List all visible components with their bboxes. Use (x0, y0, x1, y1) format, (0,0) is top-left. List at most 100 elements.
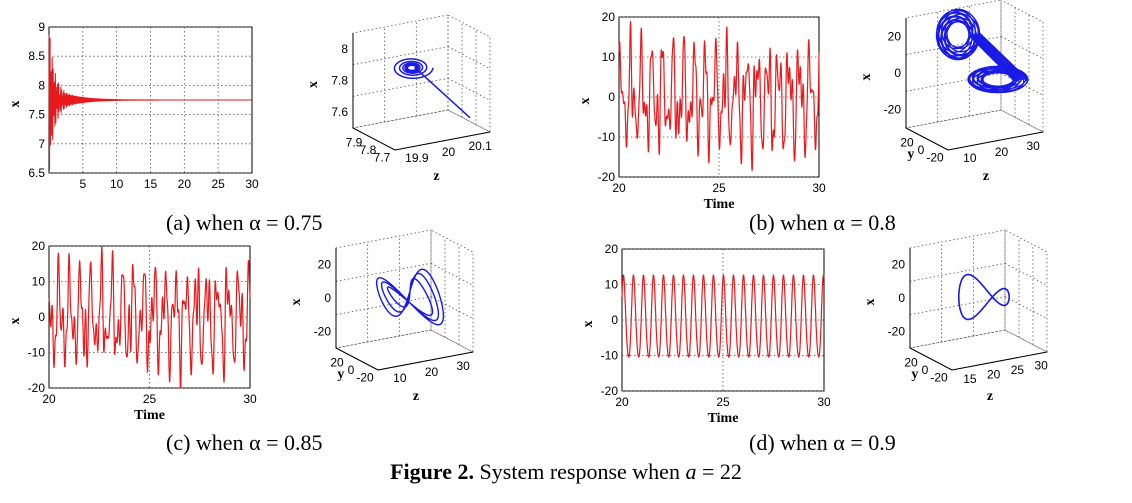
c-phase-vtick-label: -20 (314, 324, 332, 338)
c-phase-ltick-label: 20 (330, 356, 344, 370)
caption-c: (c) when α = 0.85 (166, 430, 323, 455)
c-phase-rtick-label: 20 (425, 365, 439, 379)
c-time-xtick-label: 30 (243, 392, 257, 406)
figure-param-value: = 22 (701, 459, 742, 484)
d-time-ytick-label: -20 (601, 384, 619, 398)
d-phase-zaxis-label: x (863, 299, 878, 306)
d-time-series-line (621, 274, 825, 358)
a-phase-grid (352, 46, 449, 66)
d-time-ytick-label: 10 (605, 278, 619, 292)
c-time-xtick-label: 25 (143, 392, 157, 406)
a-phase-rtick-label: 20.1 (468, 139, 492, 153)
b-phase-ltick-label: -20 (926, 150, 944, 164)
b-time-xtick-label: 20 (612, 181, 626, 195)
b-time-xlabel: Time (704, 197, 735, 212)
b-phase-right-axis-label: z (983, 169, 989, 184)
d-phase-vtick-label: -20 (888, 324, 906, 338)
a-time-ytick-label: 7.5 (28, 108, 45, 122)
d-phase-floor (908, 329, 1049, 371)
d-time-xtick-label: 25 (716, 395, 730, 409)
d-phase-right-axis-label: z (987, 389, 993, 404)
d-time-xtick-label: 30 (817, 395, 831, 409)
b-phase-xaxis (947, 131, 1044, 151)
d-phase-ltick-label: -20 (930, 370, 948, 384)
caption-b: (b) when α = 0.8 (749, 210, 896, 235)
d-phase-xaxis (951, 351, 1048, 371)
d-phase-rtick-label: 20 (987, 367, 1001, 381)
a-phase-right-axis-label: z (433, 169, 439, 184)
a-time-ylabel: x (8, 101, 23, 108)
c-time-ytick-label: 0 (38, 310, 45, 324)
b-time-ytick-label: -20 (598, 170, 616, 184)
b-phase-yaxis (905, 127, 949, 151)
a-time-ytick-label: 8 (38, 78, 45, 92)
a-phase-yaxis (352, 127, 396, 151)
b-phase-grid (1000, 36, 1044, 60)
c-phase-trajectory (375, 268, 445, 326)
d-time-ylabel: x (581, 321, 596, 328)
d-phase-grid (1004, 296, 1048, 320)
figure-caption: Figure 2. System response when a = 22 (0, 459, 1132, 485)
d-time-ytick-label: -10 (601, 349, 619, 363)
c-phase-zaxis-label: x (289, 299, 304, 306)
b-phase-left-axis-label: y (907, 147, 914, 162)
d-phase-back-wall (909, 229, 1006, 349)
a-phase-vtick-label: 7.6 (331, 105, 348, 119)
b-time-ytick-label: -10 (598, 130, 616, 144)
b-phase-rtick-label: 30 (1026, 139, 1040, 153)
c-phase-ltick-label: -20 (356, 370, 374, 384)
c-phase-ltick-label: 0 (348, 363, 355, 377)
d-phase-ltick-label: 0 (922, 363, 929, 377)
c-phase-floor (334, 329, 475, 371)
d-time-xlabel: Time (708, 411, 739, 426)
a-time-xtick-label: 5 (79, 177, 86, 191)
c-phase-grid (335, 262, 432, 282)
b-time-ytick-label: 0 (608, 90, 615, 104)
caption-d: (d) when α = 0.9 (749, 430, 896, 455)
a-phase-ltick-label: 7.8 (360, 143, 377, 157)
c-phase-back-wall (335, 229, 432, 349)
b-phase-ltick-label: 0 (918, 143, 925, 157)
a-phase-trajectory (393, 58, 471, 119)
d-phase-vtick-label: 0 (898, 291, 905, 305)
c-phase-rtick-label: 10 (393, 371, 407, 385)
a-phase-xaxis (394, 131, 491, 151)
a-phase-vtick-label: 7.8 (331, 74, 348, 88)
a-phase-rtick-label: 19.9 (405, 151, 429, 165)
c-time-ylabel: x (8, 318, 23, 325)
b-time-ytick-label: 10 (602, 50, 616, 64)
a-phase-vtick-label: 8 (341, 42, 348, 56)
b-phase-floor (904, 109, 1045, 151)
figure-label: Figure 2. (390, 459, 475, 484)
a-time-xtick-label: 20 (178, 177, 192, 191)
d-phase-vtick-label: 20 (892, 258, 906, 272)
d-time-ytick-label: 20 (605, 242, 619, 256)
b-phase-rtick-label: 10 (963, 151, 977, 165)
d-phase-rtick-label: 25 (1011, 363, 1025, 377)
b-phase-ltick-label: 20 (900, 136, 914, 150)
b-phase-vtick-label: 20 (888, 29, 902, 43)
c-phase-xaxis (377, 351, 474, 371)
a-phase-rtick-label: 20 (442, 145, 456, 159)
b-phase-vtick-label: 0 (894, 66, 901, 80)
b-time-xtick-label: 25 (712, 181, 726, 195)
a-time-xtick-label: 10 (110, 177, 124, 191)
c-time-ytick-label: -10 (28, 346, 46, 360)
c-time-xlabel: Time (134, 408, 165, 423)
c-phase-yaxis (335, 347, 379, 371)
b-time-ytick-label: 20 (602, 10, 616, 24)
c-phase-vtick-label: 20 (318, 258, 332, 272)
a-time-ytick-label: 6.5 (28, 166, 45, 180)
d-phase-rtick-label: 30 (1034, 358, 1048, 372)
b-phase-vtick-label: -20 (884, 103, 902, 117)
a-phase-grid (352, 77, 449, 97)
d-time-ytick-label: 0 (611, 313, 618, 327)
a-time-series-line (48, 34, 253, 171)
figure-param-symbol: a (685, 459, 697, 484)
caption-a: (a) when α = 0.75 (166, 210, 323, 235)
a-time-xtick-label: 25 (211, 177, 225, 191)
c-time-xtick-label: 20 (42, 392, 56, 406)
a-phase-grid (447, 77, 491, 101)
c-time-ytick-label: -20 (28, 381, 46, 395)
